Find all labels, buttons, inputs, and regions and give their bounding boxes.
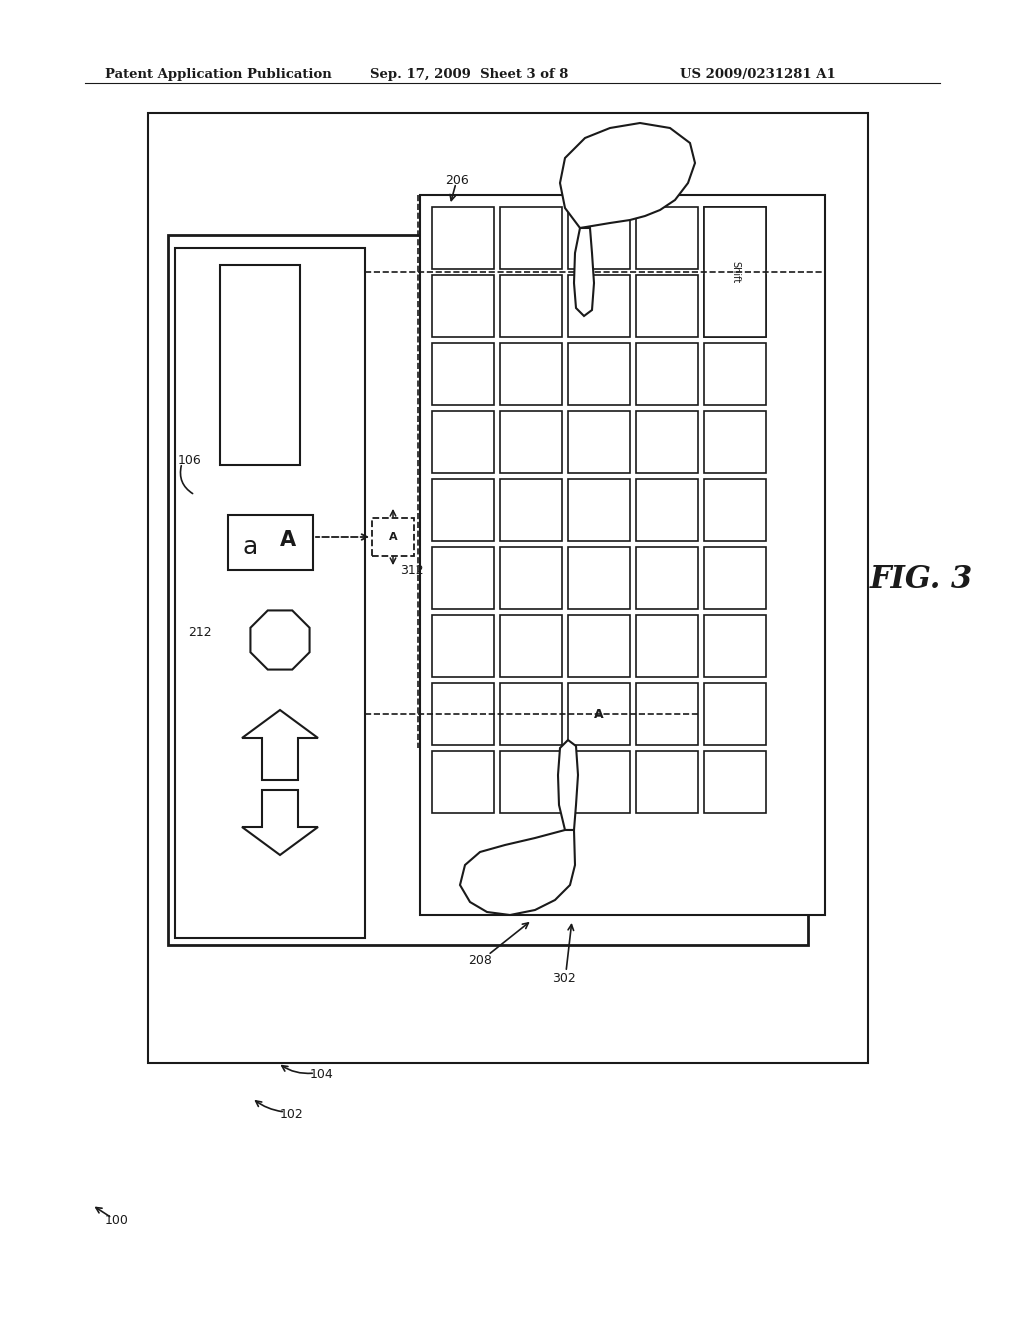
Polygon shape xyxy=(558,741,578,830)
Bar xyxy=(432,479,494,541)
Text: 310: 310 xyxy=(580,235,604,248)
Text: 312: 312 xyxy=(400,564,424,577)
Text: 314: 314 xyxy=(238,516,261,528)
Bar xyxy=(500,207,562,269)
Text: 206: 206 xyxy=(445,173,469,186)
Bar xyxy=(705,479,766,541)
Polygon shape xyxy=(574,228,594,315)
Text: Sep. 17, 2009  Sheet 3 of 8: Sep. 17, 2009 Sheet 3 of 8 xyxy=(370,69,568,81)
Text: 106: 106 xyxy=(178,454,202,466)
Bar xyxy=(636,411,698,473)
Bar xyxy=(432,275,494,337)
Bar xyxy=(636,682,698,744)
Text: 212: 212 xyxy=(188,626,212,639)
Polygon shape xyxy=(560,123,695,228)
Bar xyxy=(432,615,494,677)
Text: A: A xyxy=(389,532,397,543)
Text: 305: 305 xyxy=(618,144,642,157)
Bar xyxy=(500,682,562,744)
Bar xyxy=(500,751,562,813)
Bar xyxy=(568,275,630,337)
Bar xyxy=(705,615,766,677)
Bar xyxy=(568,615,630,677)
Bar xyxy=(432,207,494,269)
Bar xyxy=(432,411,494,473)
Bar xyxy=(636,751,698,813)
Bar xyxy=(148,114,868,1063)
Text: 100: 100 xyxy=(105,1213,129,1226)
Bar xyxy=(568,479,630,541)
Bar xyxy=(636,546,698,609)
Bar xyxy=(705,275,766,337)
Bar xyxy=(636,479,698,541)
Text: a: a xyxy=(243,536,258,560)
Bar xyxy=(568,751,630,813)
Bar xyxy=(420,195,825,915)
Bar xyxy=(636,343,698,405)
Bar xyxy=(432,751,494,813)
Bar xyxy=(500,615,562,677)
Polygon shape xyxy=(460,830,575,915)
Bar xyxy=(568,207,630,269)
Bar xyxy=(500,275,562,337)
Bar xyxy=(168,235,808,945)
Bar xyxy=(220,265,300,465)
Bar xyxy=(568,411,630,473)
Polygon shape xyxy=(242,789,318,855)
Text: 208: 208 xyxy=(468,953,492,966)
Text: 104: 104 xyxy=(310,1068,334,1081)
Bar xyxy=(636,615,698,677)
Bar xyxy=(568,343,630,405)
Bar xyxy=(705,207,766,269)
Bar xyxy=(175,248,365,939)
Bar xyxy=(705,682,766,744)
Polygon shape xyxy=(251,610,309,669)
Text: Shift: Shift xyxy=(730,261,740,282)
Bar xyxy=(432,343,494,405)
Text: 302: 302 xyxy=(552,972,575,985)
Text: Patent Application Publication: Patent Application Publication xyxy=(105,69,332,81)
Text: 102: 102 xyxy=(280,1109,304,1122)
Bar xyxy=(228,515,313,570)
Bar xyxy=(636,275,698,337)
Bar xyxy=(705,343,766,405)
Bar xyxy=(500,546,562,609)
Text: A: A xyxy=(280,529,296,549)
Bar xyxy=(636,207,698,269)
Text: FIG. 3: FIG. 3 xyxy=(870,565,973,595)
Bar xyxy=(432,682,494,744)
Polygon shape xyxy=(242,710,318,780)
Bar xyxy=(500,411,562,473)
Bar xyxy=(705,546,766,609)
Bar xyxy=(500,479,562,541)
Bar xyxy=(568,682,630,744)
Text: A: A xyxy=(594,708,604,721)
Bar xyxy=(705,751,766,813)
Bar xyxy=(705,411,766,473)
Bar xyxy=(705,207,766,337)
Bar xyxy=(432,546,494,609)
Text: US 2009/0231281 A1: US 2009/0231281 A1 xyxy=(680,69,836,81)
Bar xyxy=(372,517,414,556)
Bar xyxy=(500,343,562,405)
Bar xyxy=(568,546,630,609)
